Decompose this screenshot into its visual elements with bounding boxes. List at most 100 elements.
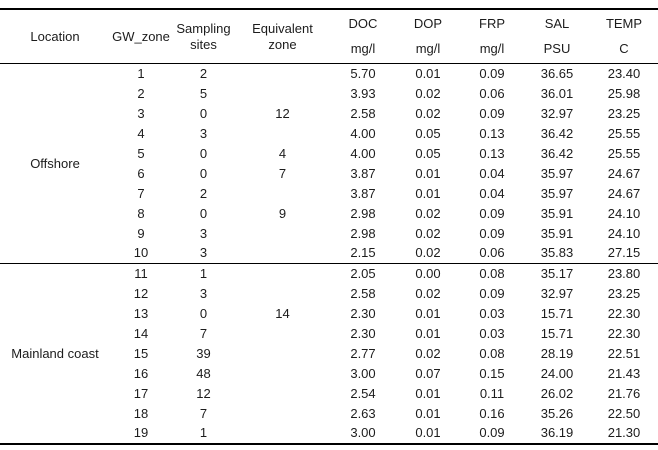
cell-equivalent_zone xyxy=(235,243,330,263)
cell-gw_zone: 1 xyxy=(137,66,145,82)
cell-frp: 0.04 xyxy=(479,185,505,201)
cell-sampling_sites: 2 xyxy=(199,185,208,201)
cell-frp: 0.13 xyxy=(479,126,505,142)
cell-temp: 23.25 xyxy=(607,106,641,122)
cell-dop: 0.05 xyxy=(415,146,441,161)
cell-sampling_sites: 0 xyxy=(199,106,208,122)
table-header: Location GW_zone Sampling sites Equivale… xyxy=(0,9,658,64)
cell-dop: 0.01 xyxy=(415,165,441,181)
cell-equivalent_zone xyxy=(235,423,330,444)
cell-gw_zone: 13 xyxy=(133,306,149,322)
table-row: 19 1 3.00 0.01 0.09 36.19 21.30 xyxy=(0,423,658,444)
cell-sal: 35.26 xyxy=(540,405,574,421)
cell-sampling_sites: 2 xyxy=(199,66,208,82)
cell-doc: 2.58 xyxy=(350,286,376,302)
table-row: 18 7 2.63 0.01 0.16 35.26 22.50 xyxy=(0,403,658,423)
cell-sal: 15.71 xyxy=(540,306,574,322)
cell-dop: 0.02 xyxy=(415,86,441,102)
column-header-dop: DOP mg/l xyxy=(396,9,460,64)
cell-gw_zone: 3 xyxy=(137,106,145,122)
cell-gw_zone: 6 xyxy=(137,165,145,181)
cell-dop: 0.02 xyxy=(415,345,441,361)
cell-equivalent_zone xyxy=(235,124,330,144)
cell-doc: 4.00 xyxy=(350,126,376,142)
cell-dop: 0.00 xyxy=(415,266,441,282)
cell-sal: 35.17 xyxy=(540,266,574,282)
cell-sal: 32.97 xyxy=(540,106,574,122)
cell-gw_zone: 10 xyxy=(133,245,149,261)
cell-gw_zone: 18 xyxy=(133,405,149,421)
cell-sal: 35.91 xyxy=(540,205,574,221)
table-row: Mainland coast 11 1 2.05 0.00 0.08 35.17 23.80 xyxy=(0,263,658,361)
cell-doc: 3.00 xyxy=(350,425,376,441)
cell-gw_zone: 19 xyxy=(133,425,149,441)
cell-dop: 0.02 xyxy=(415,106,441,122)
cell-sampling_sites: 7 xyxy=(199,405,208,421)
table-row: 12 3 2.58 0.02 0.09 32.97 23.25 xyxy=(0,284,658,304)
column-label: SAL xyxy=(544,15,570,31)
cell-dop: 0.01 xyxy=(415,385,441,401)
cell-frp: 0.06 xyxy=(479,245,505,261)
cell-frp: 0.04 xyxy=(479,165,505,181)
cell-equivalent_zone xyxy=(235,363,330,383)
cell-temp: 24.67 xyxy=(607,165,641,181)
cell-temp: 24.67 xyxy=(607,185,641,201)
cell-doc: 3.87 xyxy=(350,165,376,181)
column-label-line1: Sampling xyxy=(176,20,231,36)
column-unit: C xyxy=(619,40,629,56)
column-label: DOC xyxy=(348,15,378,31)
cell-sampling_sites: 0 xyxy=(199,205,208,221)
cell-frp: 0.09 xyxy=(479,425,505,441)
cell-gw_zone: 15 xyxy=(133,345,149,361)
table-row: 5 0 4 4.00 0.05 0.13 36.42 25.55 xyxy=(0,144,658,164)
column-label: FRP xyxy=(479,15,505,31)
cell-dop: 0.01 xyxy=(415,66,441,82)
column-header-temp: TEMP C xyxy=(590,9,658,64)
cell-gw_zone: 8 xyxy=(137,205,145,221)
cell-temp: 23.80 xyxy=(607,266,641,282)
cell-sampling_sites: 1 xyxy=(199,266,208,282)
column-label-line1: Equivalent xyxy=(252,20,313,36)
column-unit: mg/l xyxy=(479,40,505,56)
cell-equivalent_zone xyxy=(235,84,330,104)
cell-dop: 0.01 xyxy=(415,425,441,441)
column-label: DOP xyxy=(413,15,443,31)
cell-sal: 36.42 xyxy=(540,126,574,142)
cell-gw_zone: 12 xyxy=(133,286,149,302)
cell-dop: 0.07 xyxy=(415,365,441,381)
table-row: 7 2 3.87 0.01 0.04 35.97 24.67 xyxy=(0,183,658,203)
cell-sal: 36.42 xyxy=(540,146,574,161)
cell-sampling_sites: 0 xyxy=(199,306,208,322)
cell-sal: 35.97 xyxy=(540,185,574,201)
cell-doc: 2.30 xyxy=(350,306,376,322)
cell-doc: 3.00 xyxy=(350,365,376,381)
cell-temp: 21.30 xyxy=(607,425,641,441)
cell-doc: 2.77 xyxy=(350,345,376,361)
column-label: TEMP xyxy=(605,15,643,31)
cell-gw_zone: 14 xyxy=(133,326,149,342)
cell-dop: 0.01 xyxy=(415,185,441,201)
cell-gw_zone: 11 xyxy=(134,266,148,282)
cell-equivalent_zone xyxy=(235,263,330,283)
cell-sal: 35.97 xyxy=(540,165,574,181)
table-row: 17 12 2.54 0.01 0.11 26.02 21.76 xyxy=(0,383,658,403)
cell-doc: 2.05 xyxy=(350,266,376,282)
column-unit: mg/l xyxy=(350,40,376,56)
cell-sal: 24.00 xyxy=(540,365,574,381)
cell-gw_zone: 17 xyxy=(133,385,149,401)
column-header-sampling-sites: Sampling sites xyxy=(172,9,235,64)
column-label: Location xyxy=(30,29,80,44)
column-label-line2: zone xyxy=(268,36,297,52)
cell-frp: 0.09 xyxy=(479,205,505,221)
cell-sampling_sites: 12 xyxy=(196,385,211,401)
cell-equivalent_zone xyxy=(235,64,330,84)
cell-dop: 0.02 xyxy=(415,225,441,241)
cell-sampling_sites: 48 xyxy=(196,365,211,381)
cell-doc: 2.98 xyxy=(350,205,376,221)
table-row: 4 3 4.00 0.05 0.13 36.42 25.55 xyxy=(0,124,658,144)
cell-doc: 5.70 xyxy=(350,66,376,82)
cell-temp: 22.30 xyxy=(607,326,641,342)
column-unit: PSU xyxy=(543,40,571,56)
cell-sal: 36.65 xyxy=(540,66,574,82)
